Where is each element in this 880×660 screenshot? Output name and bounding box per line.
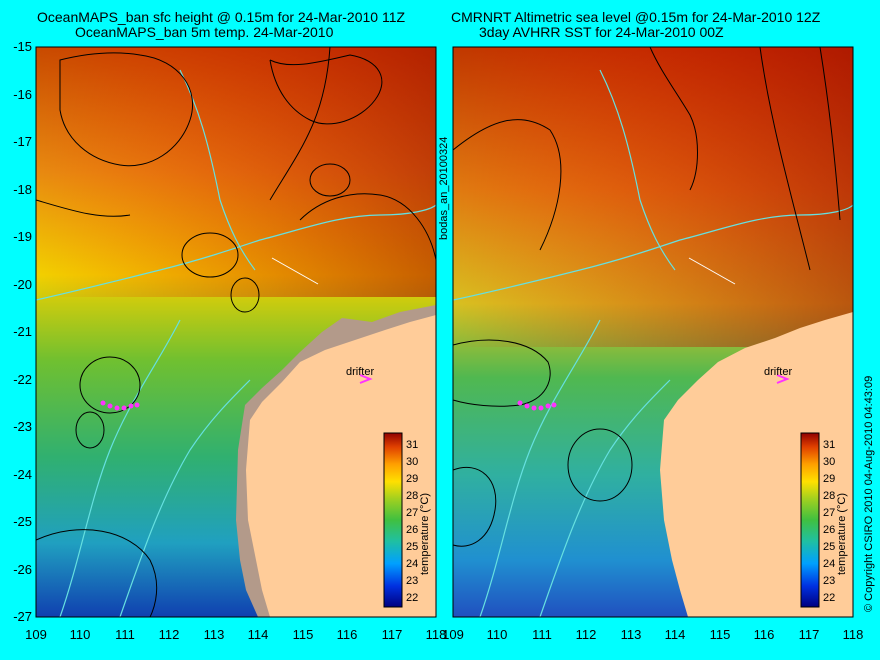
right-colorbar-label: temperature (°C) — [836, 493, 848, 575]
copyright-side-label: © Copyright CSIRO 2010 04-Aug-2010 04:43… — [863, 376, 875, 612]
right-sea-level-contours — [452, 46, 841, 547]
left-map-panel: drifter 31 30 29 28 27 26 25 24 23 22 te… — [35, 46, 437, 618]
left-title-line-1: OceanMAPS_ban sfc height @ 0.15m for 24-… — [37, 9, 406, 25]
lat-tick: -22 — [13, 372, 32, 387]
left-warm-east-overlay — [36, 47, 436, 297]
left-cbar-tick: 30 — [406, 456, 418, 468]
left-lon-tick: 114 — [247, 627, 269, 642]
right-cbar-tick: 25 — [823, 541, 835, 553]
left-lon-tick: 112 — [158, 627, 180, 642]
left-lon-tick: 110 — [69, 627, 91, 642]
right-cbar-tick: 27 — [823, 507, 835, 519]
left-cbar-tick: 28 — [406, 490, 418, 502]
right-lon-tick: 112 — [575, 627, 597, 642]
left-drifter-marker-icon — [359, 374, 373, 384]
right-title-line-1: CMRNRT Altimetric sea level @0.15m for 2… — [451, 9, 821, 25]
left-cbar-tick: 23 — [406, 575, 418, 587]
right-lon-tick: 110 — [486, 627, 508, 642]
left-cbar-tick: 24 — [406, 558, 418, 570]
lat-tick: -23 — [13, 419, 32, 434]
lat-tick: -26 — [13, 562, 32, 577]
left-lon-tick: 109 — [25, 627, 47, 642]
left-lon-tick: 118 — [425, 627, 447, 642]
left-transect-line — [271, 257, 319, 285]
left-lon-tick: 115 — [292, 627, 314, 642]
left-lon-tick: 113 — [203, 627, 225, 642]
right-lon-tick: 116 — [753, 627, 775, 642]
right-lon-tick: 115 — [709, 627, 731, 642]
lat-tick: -20 — [13, 277, 32, 292]
right-warm-east-overlay — [453, 47, 853, 347]
right-cbar-tick: 23 — [823, 575, 835, 587]
left-lon-tick: 116 — [336, 627, 358, 642]
right-map-panel: drifter 31 30 29 28 27 26 25 24 23 22 te… — [452, 46, 854, 618]
left-cbar-tick: 26 — [406, 524, 418, 536]
right-cbar-tick: 30 — [823, 456, 835, 468]
lat-tick: -17 — [13, 134, 32, 149]
lat-tick: -21 — [13, 324, 32, 339]
lat-tick: -16 — [13, 87, 32, 102]
left-drifter-track — [100, 400, 140, 411]
left-bathymetry-contours — [35, 69, 437, 618]
right-cbar-tick: 24 — [823, 558, 835, 570]
left-lon-tick: 111 — [115, 627, 135, 642]
right-transect-line — [688, 257, 736, 285]
right-drifter-marker-icon — [776, 374, 790, 384]
right-lon-tick: 114 — [664, 627, 686, 642]
left-cbar-tick: 31 — [406, 439, 418, 451]
left-cbar-tick: 27 — [406, 507, 418, 519]
right-lon-tick: 118 — [842, 627, 864, 642]
right-cbar-tick: 31 — [823, 439, 835, 451]
right-drifter-label: drifter — [764, 366, 792, 378]
left-colorbar-ticks: 31 30 29 28 27 26 25 24 23 22 — [406, 439, 418, 604]
left-colorbar — [383, 432, 403, 608]
right-lon-tick: 111 — [532, 627, 552, 642]
right-lon-tick: 113 — [620, 627, 642, 642]
left-sea-level-contours — [35, 46, 437, 618]
right-drifter-track — [517, 400, 557, 411]
right-lon-tick: 117 — [798, 627, 820, 642]
right-cbar-tick: 29 — [823, 473, 835, 485]
right-cbar-tick: 28 — [823, 490, 835, 502]
left-colorbar-label: temperature (°C) — [419, 493, 431, 575]
lat-tick: -27 — [13, 609, 32, 624]
middle-side-label: bodas_an_20100324 — [438, 137, 450, 240]
right-cbar-tick: 26 — [823, 524, 835, 536]
left-lon-tick: 117 — [381, 627, 403, 642]
lat-tick: -25 — [13, 514, 32, 529]
left-cbar-tick: 25 — [406, 541, 418, 553]
left-drifter-label: drifter — [346, 366, 374, 378]
left-title-line-2: OceanMAPS_ban 5m temp. 24-Mar-2010 — [75, 24, 334, 40]
lat-tick: -15 — [13, 39, 32, 54]
lat-tick: -19 — [13, 229, 32, 244]
right-lon-tick: 109 — [442, 627, 464, 642]
right-cbar-tick: 22 — [823, 592, 835, 604]
lat-tick: -18 — [13, 182, 32, 197]
right-colorbar-ticks: 31 30 29 28 27 26 25 24 23 22 — [823, 439, 835, 604]
lat-tick: -24 — [13, 467, 32, 482]
right-colorbar — [800, 432, 820, 608]
right-bathymetry-contours — [452, 69, 854, 618]
left-cbar-tick: 22 — [406, 592, 418, 604]
right-title-line-2: 3day AVHRR SST for 24-Mar-2010 00Z — [479, 24, 724, 40]
left-cbar-tick: 29 — [406, 473, 418, 485]
